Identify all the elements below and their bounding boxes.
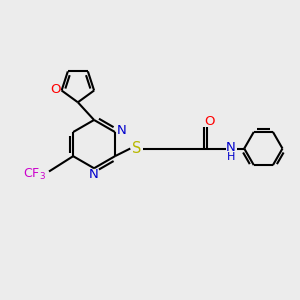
Text: O: O xyxy=(205,115,215,128)
Text: H: H xyxy=(227,152,236,162)
Text: O: O xyxy=(50,82,60,95)
Text: S: S xyxy=(132,141,141,156)
Text: N: N xyxy=(226,141,236,154)
Text: N: N xyxy=(89,168,99,181)
Text: CF$_3$: CF$_3$ xyxy=(23,167,46,182)
Text: N: N xyxy=(117,124,126,137)
